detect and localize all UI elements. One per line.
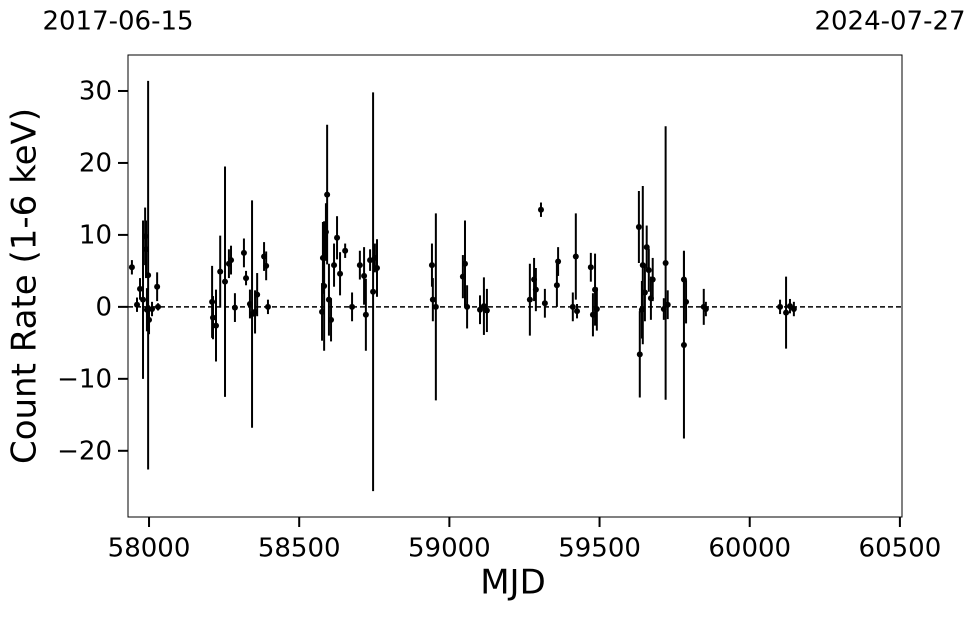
data-point <box>149 306 156 313</box>
data-point <box>553 282 560 289</box>
data-point <box>217 268 224 275</box>
data-point <box>321 283 328 289</box>
data-point <box>264 303 271 310</box>
y-axis-label: Count Rate (1-6 keV) <box>5 108 45 464</box>
y-tick-label: 30 <box>79 76 112 106</box>
data-point <box>593 306 600 313</box>
end-date-label: 2024-07-27 <box>814 7 965 37</box>
data-point <box>254 291 261 298</box>
data-point <box>464 303 471 310</box>
data-point <box>569 303 576 310</box>
data-point <box>367 257 374 264</box>
data-point <box>649 276 656 283</box>
data-point <box>231 304 238 311</box>
data-point <box>541 300 548 307</box>
data-point <box>263 262 270 269</box>
data-point <box>324 191 331 198</box>
data-point <box>587 264 594 271</box>
y-tick-label: −10 <box>57 364 112 394</box>
data-point <box>636 351 643 358</box>
data-point <box>432 303 439 310</box>
data-point <box>155 303 162 310</box>
data-point <box>645 267 652 274</box>
data-point <box>228 257 235 264</box>
x-axis-label: MJD <box>480 563 546 603</box>
data-point <box>334 234 341 241</box>
data-point <box>461 260 468 267</box>
data-point <box>572 253 579 260</box>
data-point <box>213 322 220 329</box>
data-point <box>532 286 539 293</box>
data-point <box>137 285 144 292</box>
data-point <box>574 308 581 315</box>
data-point <box>537 206 544 213</box>
data-point <box>209 314 216 321</box>
data-point <box>222 278 229 285</box>
data-point <box>664 301 671 308</box>
x-tick-label: 60500 <box>859 534 942 564</box>
data-point <box>140 296 147 303</box>
x-tick-label: 58000 <box>108 534 191 564</box>
data-point <box>356 262 363 269</box>
x-tick-label: 59000 <box>408 534 491 564</box>
data-point <box>128 264 135 271</box>
data-point <box>477 306 484 313</box>
data-point <box>145 272 152 279</box>
data-point <box>240 249 247 256</box>
data-point <box>146 316 153 323</box>
y-tick-label: 0 <box>95 292 112 322</box>
data-point <box>635 223 642 230</box>
data-point <box>702 306 709 313</box>
data-point <box>483 307 490 314</box>
data-point <box>331 262 338 269</box>
data-point <box>154 283 161 290</box>
data-point <box>337 270 344 277</box>
y-tick-label: 20 <box>79 148 112 178</box>
data-point <box>342 247 349 254</box>
y-tick-label: 10 <box>79 220 112 250</box>
data-point <box>680 342 687 349</box>
start-date-label: 2017-06-15 <box>42 7 193 37</box>
data-point <box>370 288 377 295</box>
data-point <box>641 289 648 296</box>
data-point <box>328 316 335 323</box>
data-point <box>428 262 435 269</box>
x-tick-label: 60000 <box>708 534 791 564</box>
data-point <box>662 259 669 266</box>
data-point <box>429 296 436 303</box>
x-tick-label: 59500 <box>558 534 641 564</box>
data-point <box>777 303 784 310</box>
data-point <box>243 275 250 282</box>
data-point <box>783 309 790 316</box>
data-point <box>480 303 487 310</box>
data-point <box>526 296 533 303</box>
data-point <box>555 258 562 265</box>
data-point <box>361 272 368 279</box>
y-tick-label: −20 <box>57 436 112 466</box>
plot-frame <box>127 54 903 518</box>
data-point <box>362 311 369 318</box>
x-tick-label: 58500 <box>258 534 341 564</box>
data-point <box>683 298 690 305</box>
data-point <box>373 265 380 272</box>
data-point <box>790 306 797 313</box>
data-point <box>349 303 356 310</box>
data-point <box>134 301 141 308</box>
